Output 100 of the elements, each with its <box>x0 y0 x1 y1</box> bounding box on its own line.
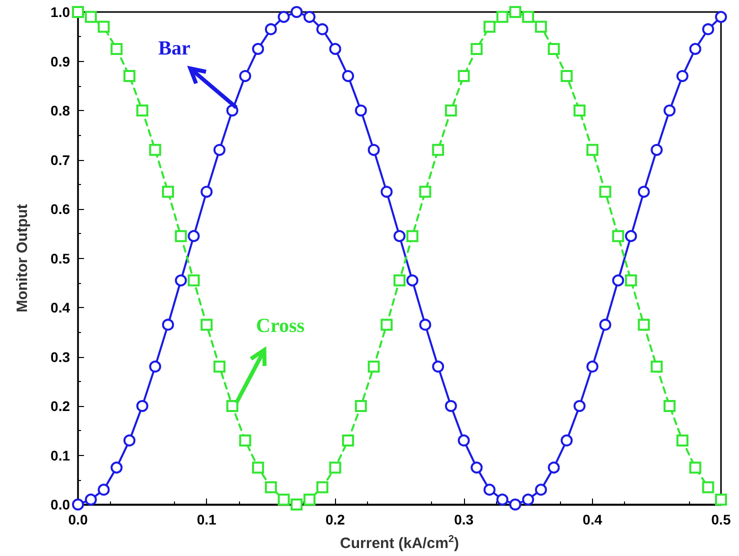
point <box>316 481 328 494</box>
point <box>715 10 727 23</box>
point <box>329 462 342 474</box>
y-tick-label: 0.6 <box>50 201 70 217</box>
point <box>432 360 444 373</box>
point <box>188 274 200 286</box>
y-tick-label: 0.4 <box>50 300 70 316</box>
point <box>174 230 187 242</box>
point <box>84 494 97 506</box>
point <box>444 104 457 116</box>
point <box>612 274 624 286</box>
point <box>110 462 123 474</box>
point <box>612 230 624 242</box>
point <box>432 144 444 156</box>
point <box>394 230 406 242</box>
point <box>702 23 714 36</box>
point <box>290 498 303 510</box>
point <box>98 20 110 33</box>
point <box>444 400 457 412</box>
point <box>72 6 84 18</box>
point <box>534 20 547 33</box>
point <box>354 104 367 116</box>
point <box>264 481 277 494</box>
x-tick-label: 0.1 <box>196 512 217 528</box>
y-tick-label: 0.7 <box>50 152 70 168</box>
point <box>252 42 264 55</box>
point <box>419 186 432 198</box>
point <box>599 186 612 198</box>
point <box>278 494 290 506</box>
point <box>548 462 560 474</box>
point <box>522 494 534 506</box>
point <box>599 318 612 331</box>
annotation: Cross <box>256 315 305 337</box>
y-tick-label: 0.1 <box>50 447 70 464</box>
point <box>689 42 702 55</box>
point <box>509 6 522 18</box>
point <box>174 274 187 286</box>
point <box>574 104 586 116</box>
point <box>702 481 714 494</box>
point <box>638 186 650 198</box>
y-tick-label: 0.3 <box>50 348 70 365</box>
point <box>394 274 406 286</box>
point <box>354 400 367 412</box>
point <box>149 360 162 373</box>
point <box>380 186 393 198</box>
point <box>200 186 213 198</box>
point <box>560 434 573 446</box>
point <box>650 144 663 156</box>
point <box>213 144 226 156</box>
point <box>162 318 174 331</box>
point <box>406 230 418 242</box>
point <box>509 498 522 510</box>
point <box>406 274 418 286</box>
point <box>496 10 508 23</box>
point <box>548 42 560 55</box>
y-tick-label: 0.8 <box>50 102 70 118</box>
point <box>72 498 84 510</box>
point <box>239 434 252 446</box>
x-tick-label: 0.0 <box>68 512 88 528</box>
point <box>252 462 264 474</box>
point <box>329 42 342 55</box>
point <box>470 462 483 474</box>
point <box>676 70 688 82</box>
y-axis-title: Monitor Output <box>14 204 31 312</box>
point <box>123 434 136 446</box>
point <box>586 360 598 373</box>
point <box>676 434 688 446</box>
point <box>560 70 573 82</box>
point <box>664 400 676 412</box>
point <box>534 484 547 496</box>
annotation: Bar <box>158 38 191 60</box>
point <box>368 144 380 156</box>
point <box>624 274 637 286</box>
point <box>484 20 496 33</box>
y-tick-label: 1.0 <box>50 4 70 20</box>
point <box>290 6 303 18</box>
point <box>84 10 97 23</box>
point <box>419 318 432 331</box>
point <box>664 104 676 116</box>
y-tick-label: 0.2 <box>50 398 70 414</box>
point <box>522 10 534 23</box>
y-tick-label: 0.0 <box>50 496 70 512</box>
x-tick-label: 0.2 <box>325 512 346 528</box>
point <box>162 186 174 198</box>
point <box>98 484 110 496</box>
point <box>303 10 316 23</box>
x-tick-label: 0.4 <box>582 512 602 528</box>
point <box>458 70 470 82</box>
point <box>586 144 598 156</box>
point <box>650 360 663 373</box>
point <box>458 434 470 446</box>
point <box>110 42 123 55</box>
point <box>200 318 213 331</box>
point <box>484 484 496 496</box>
point <box>380 318 393 331</box>
point <box>624 230 637 242</box>
point <box>574 400 586 412</box>
point <box>342 434 354 446</box>
point <box>239 70 252 82</box>
point <box>123 70 136 82</box>
